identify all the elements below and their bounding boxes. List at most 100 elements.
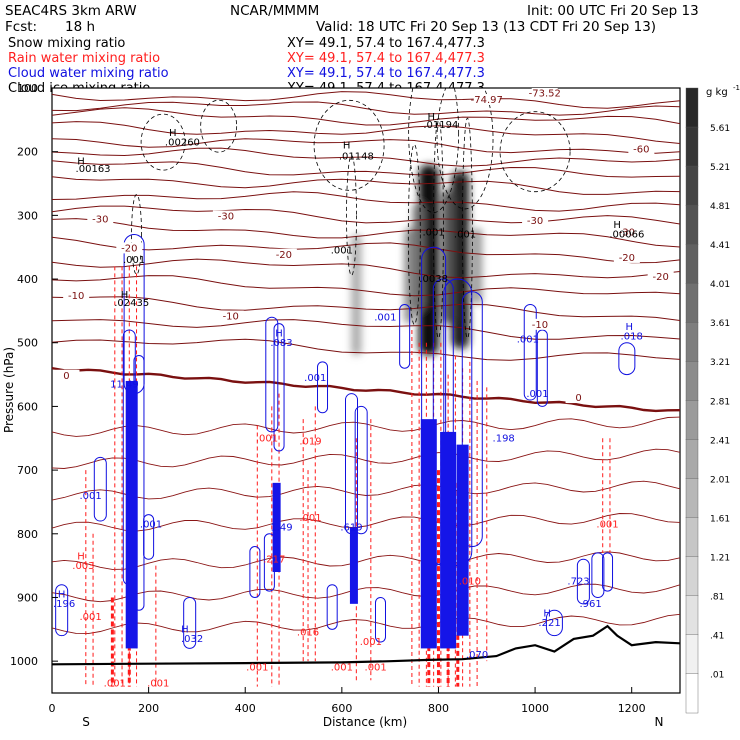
temperature-contour-line xyxy=(52,319,680,340)
temperature-contour-line xyxy=(52,218,680,248)
ice-contour xyxy=(433,117,444,339)
y-tick-label: 1000 xyxy=(10,655,38,668)
contour-value-label: H xyxy=(77,551,85,562)
temperature-label: -20 xyxy=(276,250,292,261)
ice-contour xyxy=(462,117,473,339)
temperature-label: -73.52 xyxy=(529,89,561,100)
cloud-water-contour xyxy=(249,546,261,598)
contour-value-label: .001 xyxy=(331,663,353,674)
forecast-hour: 18 h xyxy=(65,19,95,35)
y-tick-label: 900 xyxy=(17,591,38,604)
contour-value-label: .001 xyxy=(517,335,539,346)
cloud-water-core xyxy=(349,527,358,604)
cloud-water-core xyxy=(125,380,138,649)
contour-value-label: .961 xyxy=(579,599,601,610)
contour-value-label: .016 xyxy=(297,628,319,639)
cloud-water-contour xyxy=(602,552,614,592)
cloud-water-contour xyxy=(183,596,197,649)
contour-value-label: .0038 xyxy=(419,274,448,285)
colorbar-bin xyxy=(685,673,699,714)
colorbar-bin xyxy=(685,361,699,401)
contour-value-label: .619 xyxy=(340,523,362,534)
colorbar-bin xyxy=(685,439,699,480)
temperature-label-bg xyxy=(565,392,592,404)
snow-contour xyxy=(408,88,460,213)
contour-value-label: H xyxy=(58,589,66,600)
y-tick-label: 700 xyxy=(17,464,38,477)
x-tick-label: 0 xyxy=(49,702,56,715)
colorbar-label: 5.21 xyxy=(710,163,730,173)
colorbar-unit: g kg xyxy=(706,87,728,98)
temperature-contour-line xyxy=(52,513,680,532)
cloud-water-contour xyxy=(55,584,69,637)
colorbar-bin xyxy=(685,478,699,519)
temperature-contour-line xyxy=(52,160,680,178)
contour-value-label: .001 xyxy=(365,663,387,674)
temperature-contour-line xyxy=(52,191,680,212)
valid-time: Valid: 18 UTC Fri 20 Sep 13 (13 CDT Fri … xyxy=(316,19,656,35)
temperature-label: -20 xyxy=(653,272,669,283)
temperature-contour-line xyxy=(52,258,680,279)
cloud-water-contour xyxy=(143,514,155,560)
snow-contour xyxy=(313,99,385,191)
cloud-water-contour xyxy=(354,405,368,535)
cloud-water-core xyxy=(272,482,281,572)
snow-shade-column xyxy=(404,228,415,324)
colorbar-bin xyxy=(685,400,699,440)
contour-value-label: .00260 xyxy=(165,137,200,148)
temperature-label-bg xyxy=(53,369,80,381)
legend-field-xy: XY= 49.1, 57.4 to 167.4,477.3 xyxy=(287,66,485,81)
temperature-contour-line xyxy=(52,236,680,264)
colorbar-bin xyxy=(685,282,699,323)
temperature-contour-line xyxy=(52,416,680,437)
colorbar-bin xyxy=(685,243,699,284)
contour-value-label: .00163 xyxy=(76,164,111,175)
contour-value-label: 1.49 xyxy=(270,523,292,534)
temperature-label-bg xyxy=(531,88,558,99)
y-axis-label: Pressure (hPa) xyxy=(2,347,16,433)
temperature-contour-line xyxy=(52,551,680,570)
snow-contour xyxy=(436,88,494,210)
organization: NCAR/MMMM xyxy=(230,3,319,19)
colorbar-label: 3.21 xyxy=(710,358,730,368)
y-tick-label: 600 xyxy=(17,400,38,413)
cloud-water-core xyxy=(420,419,437,649)
cloud-water-contour xyxy=(591,552,605,598)
contour-value-label: .001 xyxy=(80,612,102,623)
temperature-contour-line xyxy=(52,480,680,501)
temperature-label-bg xyxy=(217,310,244,322)
contour-value-label: .070 xyxy=(466,650,488,661)
temperature-label: -30 xyxy=(218,212,234,223)
contour-value-label: H xyxy=(543,609,551,620)
contour-value-label: H xyxy=(343,141,351,152)
cloud-water-contour xyxy=(523,304,537,401)
cloud-water-contours xyxy=(55,233,636,649)
temperature-label-bg xyxy=(63,290,90,302)
contour-value-label: .723 xyxy=(567,577,589,588)
x-tick-label: 1000 xyxy=(521,702,549,715)
cloud-water-contour xyxy=(265,316,279,433)
x-tick-label: 400 xyxy=(235,702,256,715)
temperature-label-bg xyxy=(473,94,500,106)
temperature-contour-line xyxy=(52,275,680,297)
colorbar-bin xyxy=(685,87,699,128)
terrain-line xyxy=(52,624,680,666)
field-legend: Snow mixing ratio XY= 49.1, 57.4 to 167.4… xyxy=(8,36,485,96)
contour-value-label: .001 xyxy=(140,519,162,530)
temperature-label: -60 xyxy=(633,145,649,156)
temperature-label-bg xyxy=(613,251,640,263)
temperature-label-bg xyxy=(212,210,239,222)
temperature-label-bg xyxy=(647,271,674,283)
y-tick-label: 500 xyxy=(17,337,38,350)
temperature-contour-line xyxy=(52,138,680,154)
contour-value-label: H xyxy=(626,322,634,333)
y-tick-label: 400 xyxy=(17,273,38,286)
contour-value-label: .02435 xyxy=(114,298,149,309)
contour-value-label: .221 xyxy=(538,618,560,629)
contour-value-label: .001 xyxy=(526,389,548,400)
south-label: S xyxy=(82,715,90,729)
temperature-label: -30 xyxy=(619,227,635,238)
contour-value-label: .001 xyxy=(596,519,618,530)
cloud-water-contour xyxy=(93,456,107,522)
